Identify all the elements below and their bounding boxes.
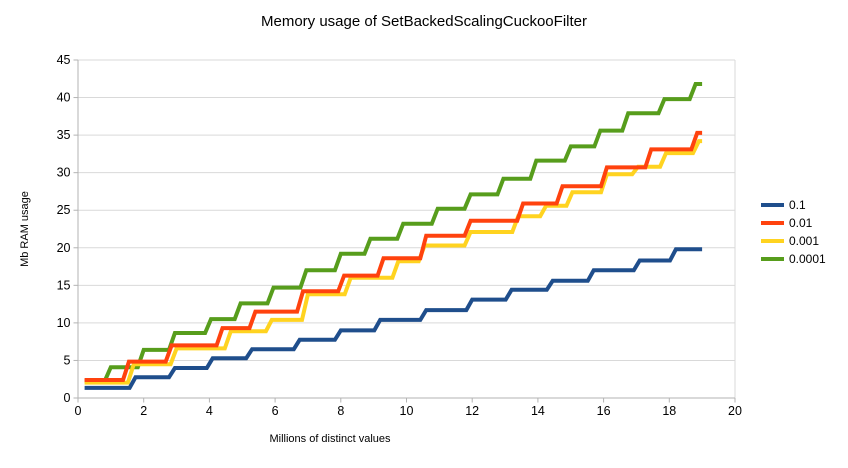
legend-swatch-icon [761, 257, 784, 261]
legend-label: 0.1 [789, 198, 806, 212]
legend-swatch-icon [761, 203, 784, 207]
y-tick-label: 20 [57, 241, 71, 255]
x-tick-label: 16 [597, 404, 611, 418]
x-tick-label: 4 [206, 404, 213, 418]
series-line-0.001 [84, 139, 703, 385]
y-tick-label: 25 [57, 203, 71, 217]
legend-label: 0.01 [789, 216, 813, 230]
legend-swatch-icon [761, 221, 784, 225]
x-tick-label: 8 [337, 404, 344, 418]
x-tick-label: 2 [140, 404, 147, 418]
legend-item-0.0001: 0.0001 [761, 250, 826, 268]
legend: 0.1 0.01 0.001 0.0001 [761, 196, 826, 268]
x-axis-title: Millions of distinct values [269, 433, 391, 445]
series-line-0.01 [84, 130, 703, 382]
y-axis-title: Mb RAM usage [19, 191, 31, 267]
y-tick-label: 45 [57, 53, 71, 67]
legend-item-0.1: 0.1 [761, 196, 826, 214]
legend-label: 0.0001 [789, 252, 826, 266]
y-tick-label: 30 [57, 166, 71, 180]
series-line-0.0001 [84, 82, 703, 383]
series-line-0.1 [84, 247, 703, 390]
y-tick-label: 10 [57, 316, 71, 330]
y-tick-label: 40 [57, 91, 71, 105]
legend-item-0.001: 0.001 [761, 232, 826, 250]
x-tick-label: 10 [400, 404, 414, 418]
y-tick-label: 0 [64, 391, 71, 405]
y-tick-label: 5 [64, 353, 71, 367]
chart-title: Memory usage of SetBackedScalingCuckooFi… [261, 13, 587, 30]
x-tick-label: 14 [531, 404, 545, 418]
x-tick-label: 18 [662, 404, 676, 418]
x-tick-label: 0 [75, 404, 82, 418]
x-tick-label: 12 [465, 404, 479, 418]
x-tick-label: 6 [272, 404, 279, 418]
legend-item-0.01: 0.01 [761, 214, 826, 232]
x-tick-label: 20 [728, 404, 742, 418]
legend-swatch-icon [761, 239, 784, 243]
y-tick-label: 35 [57, 128, 71, 142]
y-tick-label: 15 [57, 278, 71, 292]
legend-label: 0.001 [789, 234, 820, 248]
